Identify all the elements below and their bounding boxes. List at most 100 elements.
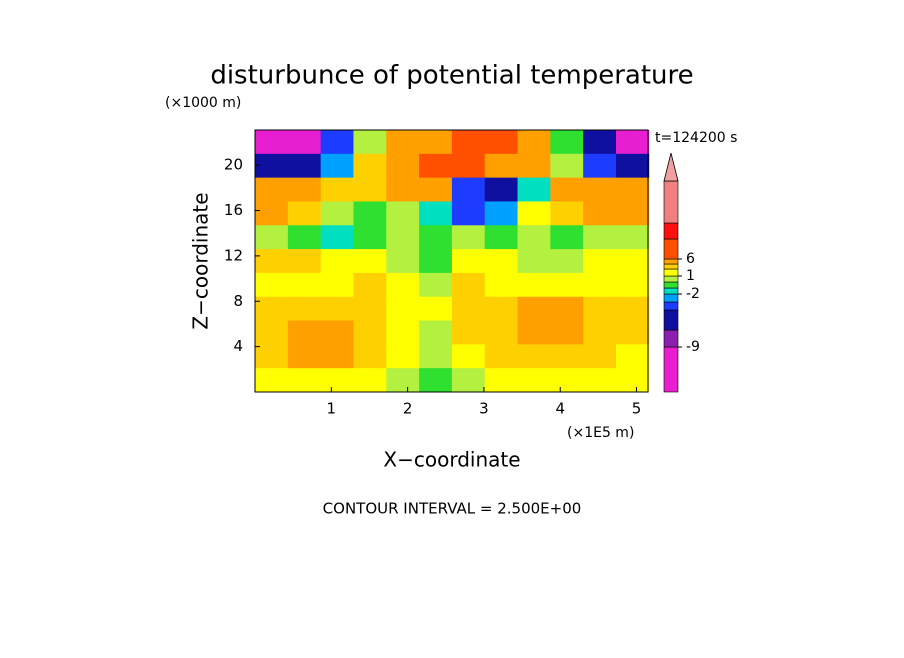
field-cell: [419, 153, 453, 179]
field-cell: [484, 344, 518, 369]
field-cell: [583, 201, 617, 226]
field-cell: [451, 320, 486, 345]
field-cell: [386, 272, 420, 298]
x-tick-label: 4: [555, 400, 565, 418]
field-cell: [484, 130, 518, 155]
y-tick-label: 8: [233, 292, 243, 310]
field-cell: [320, 249, 354, 274]
y-axis-label: Z−coordinate: [189, 192, 213, 329]
field-cell: [484, 153, 518, 179]
field-cell: [287, 320, 322, 345]
field-cell: [583, 368, 617, 393]
field-cell: [255, 320, 289, 345]
field-cell: [517, 249, 551, 274]
field-cell: [419, 368, 453, 393]
field-cell: [550, 153, 584, 179]
field-cell: [615, 225, 650, 250]
field-cell: [451, 201, 486, 226]
field-cell: [583, 249, 617, 274]
field: [255, 130, 650, 393]
field-cell: [451, 249, 486, 274]
y-tick-label: 20: [224, 156, 243, 174]
colorbar-band: [663, 293, 679, 303]
field-cell: [583, 344, 617, 369]
field-cell: [550, 320, 584, 345]
x-tick-label: 1: [327, 400, 337, 418]
field-cell: [517, 272, 551, 298]
field-cell: [287, 201, 322, 226]
field-cell: [550, 296, 584, 322]
field-cell: [320, 130, 354, 155]
field-cell: [386, 296, 420, 322]
colorbar-band: [663, 329, 679, 348]
field-cell: [583, 153, 617, 179]
field-cell: [386, 344, 420, 369]
field-cell: [615, 344, 650, 369]
y-unit-label: (×1000 m): [165, 95, 241, 111]
field-cell: [255, 130, 289, 155]
field-cell: [484, 296, 518, 322]
field-cell: [419, 344, 453, 369]
field-cell: [615, 153, 650, 179]
field-cell: [287, 130, 322, 155]
field-cell: [451, 368, 486, 393]
field-cell: [451, 177, 486, 202]
field-cell: [353, 344, 387, 369]
field-cell: [484, 368, 518, 393]
field-cell: [353, 249, 387, 274]
y-tick-label: 4: [233, 337, 243, 355]
colorbar-band: [663, 258, 679, 265]
field-cell: [255, 249, 289, 274]
field-cell: [615, 249, 650, 274]
field-cell: [615, 130, 650, 155]
field-cell: [550, 201, 584, 226]
y-tick-label: 16: [224, 201, 243, 219]
field-cell: [419, 201, 453, 226]
field-cell: [517, 344, 551, 369]
field-cell: [386, 225, 420, 250]
colorbar-band: [663, 263, 679, 270]
field-cell: [419, 249, 453, 274]
field-cell: [484, 225, 518, 250]
field-cell: [320, 225, 354, 250]
field-cell: [386, 153, 420, 179]
field-cell: [320, 153, 354, 179]
field-cell: [386, 201, 420, 226]
field-cell: [386, 320, 420, 345]
field-cell: [583, 130, 617, 155]
field-cell: [615, 201, 650, 226]
colorbar-band: [663, 268, 679, 277]
field-cell: [583, 296, 617, 322]
field-cell: [287, 153, 322, 179]
field-cell: [451, 225, 486, 250]
field-cell: [320, 320, 354, 345]
colorbar-band: [663, 281, 679, 289]
field-cell: [353, 153, 387, 179]
field-cell: [484, 201, 518, 226]
field-cell: [353, 272, 387, 298]
field-cell: [419, 130, 453, 155]
field-cell: [320, 296, 354, 322]
colorbar-band: [663, 238, 679, 260]
colorbar-band: [663, 180, 679, 224]
field-cell: [353, 201, 387, 226]
colorbar-extend: [663, 152, 679, 182]
field-cell: [320, 201, 354, 226]
field-cell: [583, 225, 617, 250]
field-cell: [550, 177, 584, 202]
field-cell: [320, 272, 354, 298]
field-cell: [419, 320, 453, 345]
colorbar-band: [663, 287, 679, 295]
field-cell: [583, 272, 617, 298]
field-cell: [320, 368, 354, 393]
field-cell: [517, 368, 551, 393]
field-cell: [353, 296, 387, 322]
field-cell: [615, 272, 650, 298]
field-cell: [419, 296, 453, 322]
chart-title: disturbunce of potential temperature: [210, 61, 693, 91]
y-tick-label: 12: [224, 246, 243, 264]
field-cell: [484, 272, 518, 298]
colorbar: -9 -2 16: [663, 152, 700, 393]
field-cell: [287, 368, 322, 393]
